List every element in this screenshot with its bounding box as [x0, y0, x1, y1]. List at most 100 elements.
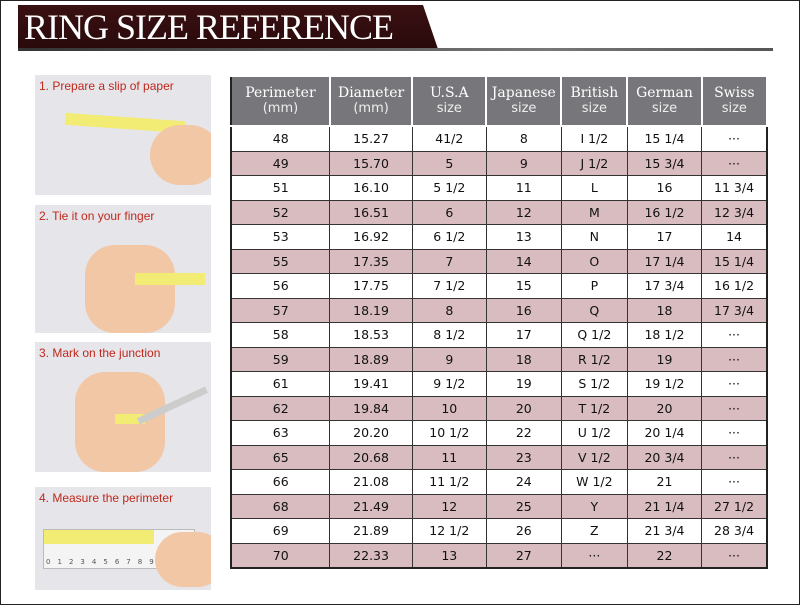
table-cell: 28 3/4 — [701, 518, 768, 544]
table-cell: 16 — [485, 297, 562, 323]
table-cell: 57 — [230, 297, 331, 323]
table-cell: 19 1/2 — [626, 371, 703, 397]
table-cell: 19 — [626, 346, 703, 372]
column-header: Diameter (mm) — [329, 75, 414, 127]
table-cell: 65 — [230, 444, 331, 470]
ruler-tick-label: 7 — [126, 558, 131, 566]
step-3-panel: 3. Mark on the junction — [35, 342, 211, 472]
table-cell: 62 — [230, 395, 331, 421]
table-cell: Y — [560, 493, 628, 519]
table-cell: 5 — [411, 150, 487, 176]
table-cell: 16.51 — [329, 199, 413, 225]
column-header: Japanese size — [485, 75, 563, 127]
table-row: 65 20.68 11 23 V 1/2 20 3/4 ··· — [230, 444, 768, 470]
table-cell: ··· — [560, 542, 628, 569]
step-1-panel: 1. Prepare a slip of paper — [35, 75, 211, 195]
table-cell: 16.92 — [329, 224, 413, 250]
column-unit: size — [436, 101, 462, 116]
table-cell: ··· — [701, 395, 768, 421]
table-cell: Q 1/2 — [560, 322, 628, 348]
table-row: 62 19.84 10 20 T 1/2 20 ··· — [230, 395, 768, 421]
table-cell: 10 — [411, 395, 487, 421]
ruler-tick-label: 1 — [57, 558, 62, 566]
table-cell: 70 — [230, 542, 331, 569]
table-cell: 18 — [485, 346, 562, 372]
ruler-tick-label: 9 — [149, 558, 154, 566]
table-cell: 11 1/2 — [411, 469, 487, 495]
table-cell: W 1/2 — [560, 469, 628, 495]
table-cell: 19.84 — [329, 395, 413, 421]
table-cell: 18.19 — [329, 297, 413, 323]
table-cell: 7 1/2 — [411, 273, 487, 299]
table-cell: ··· — [701, 420, 768, 446]
table-cell: 56 — [230, 273, 331, 299]
title-rule — [18, 48, 773, 51]
table-row: 56 17.75 7 1/2 15 P 17 3/4 16 1/2 — [230, 273, 768, 299]
table-cell: 9 — [485, 150, 562, 176]
table-cell: 14 — [485, 248, 562, 274]
table-cell: 52 — [230, 199, 331, 225]
table-cell: ··· — [701, 371, 768, 397]
step-2-panel: 2. Tie it on your finger — [35, 205, 211, 333]
column-name: Swiss — [714, 85, 755, 101]
column-header: Swiss size — [701, 75, 769, 127]
table-cell: 10 1/2 — [411, 420, 487, 446]
table-cell: 11 3/4 — [701, 175, 768, 201]
table-cell: 17 1/4 — [626, 248, 703, 274]
ruler-tick-label: 3 — [80, 558, 85, 566]
ring-size-table: Perimeter (mm) Diameter (mm) U.S.A size Japane… — [230, 75, 769, 569]
table-cell: 20 — [485, 395, 562, 421]
table-cell: J 1/2 — [560, 150, 628, 176]
ruler-tick-label: 0 — [46, 558, 51, 566]
table-cell: 15.70 — [329, 150, 413, 176]
column-unit: (mm) — [353, 101, 389, 116]
step-label: 3. Mark on the junction — [39, 346, 161, 360]
title-banner — [18, 5, 438, 49]
table-cell: 6 — [411, 199, 487, 225]
column-name: U.S.A — [429, 85, 469, 101]
table-row: 52 16.51 6 12 M 16 1/2 12 3/4 — [230, 199, 768, 225]
table-cell: 24 — [485, 469, 562, 495]
column-unit: size — [511, 101, 537, 116]
table-cell: 21 — [626, 469, 703, 495]
table-cell: 8 — [485, 125, 562, 152]
column-name: Perimeter — [245, 85, 316, 101]
table-cell: 20 — [626, 395, 703, 421]
table-cell: 15.27 — [329, 125, 413, 152]
table-cell: 16 — [626, 175, 703, 201]
table-cell: 16 1/2 — [701, 273, 768, 299]
table-cell: 21.08 — [329, 469, 413, 495]
table-cell: 12 1/2 — [411, 518, 487, 544]
table-cell: U 1/2 — [560, 420, 628, 446]
table-cell: R 1/2 — [560, 346, 628, 372]
table-cell: 17 3/4 — [701, 297, 768, 323]
table-row: 57 18.19 8 16 Q 18 17 3/4 — [230, 297, 768, 323]
hand-image — [85, 245, 175, 333]
column-unit: size — [651, 101, 678, 116]
table-cell: 20 1/4 — [626, 420, 703, 446]
table-cell: 51 — [230, 175, 331, 201]
table-cell: 66 — [230, 469, 331, 495]
table-cell: 21 1/4 — [626, 493, 703, 519]
table-cell: 48 — [230, 125, 331, 152]
step-label: 4. Measure the perimeter — [39, 491, 174, 505]
table-cell: 18 1/2 — [626, 322, 703, 348]
paper-strip-image — [115, 414, 145, 424]
table-cell: O — [560, 248, 628, 274]
table-cell: 17 3/4 — [626, 273, 703, 299]
table-cell: P — [560, 273, 628, 299]
table-cell: 6 1/2 — [411, 224, 487, 250]
table-row: 59 18.89 9 18 R 1/2 19 ··· — [230, 346, 768, 372]
table-row: 69 21.89 12 1/2 26 Z 21 3/4 28 3/4 — [230, 518, 768, 544]
table-cell: 13 — [485, 224, 562, 250]
table-cell: 15 1/4 — [701, 248, 768, 274]
column-header: Perimeter (mm) — [230, 75, 331, 127]
table-cell: M — [560, 199, 628, 225]
table-cell: 20.20 — [329, 420, 413, 446]
table-row: 68 21.49 12 25 Y 21 1/4 27 1/2 — [230, 493, 768, 519]
table-cell: 23 — [485, 444, 562, 470]
table-cell: 17 — [626, 224, 703, 250]
table-cell: 59 — [230, 346, 331, 372]
table-cell: 55 — [230, 248, 331, 274]
